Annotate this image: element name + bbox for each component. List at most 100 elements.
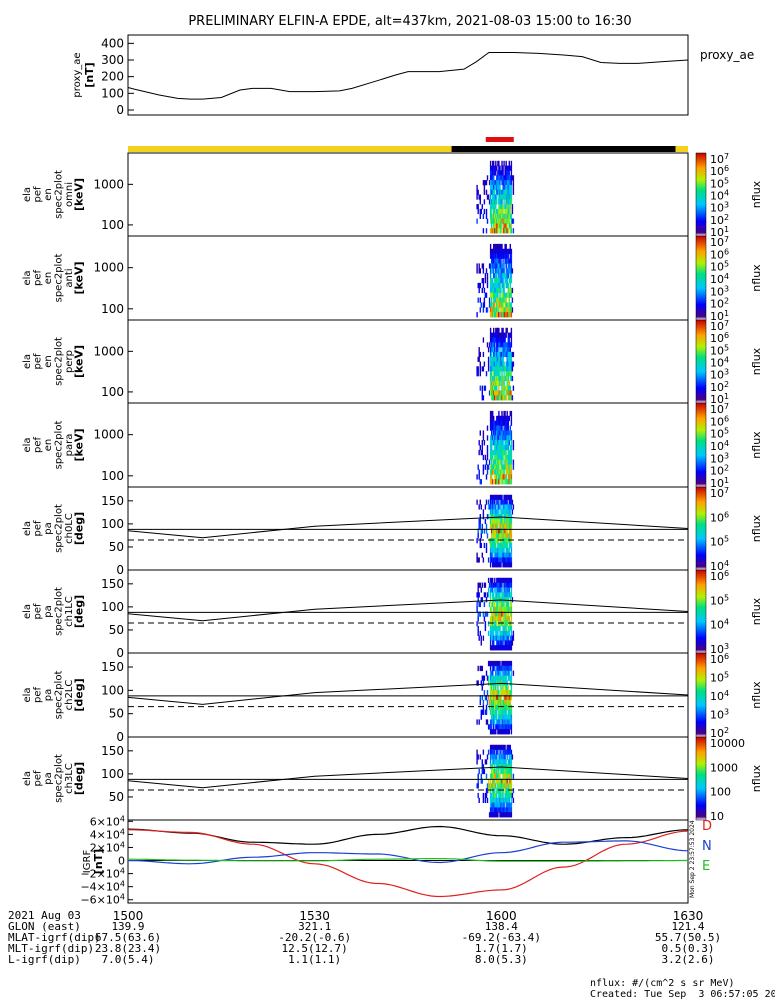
spectrogram-cell	[479, 523, 481, 529]
spectrogram-cell	[510, 459, 513, 465]
spectrogram-cell	[494, 547, 496, 553]
spectrogram-cell	[494, 645, 496, 651]
spectrogram-cell	[503, 630, 505, 636]
spectrogram-cell	[503, 395, 505, 401]
spectrogram-cell	[499, 297, 501, 303]
spectrogram-cell	[499, 538, 501, 544]
spectrogram-cell	[510, 523, 513, 529]
spectrogram-cell	[488, 660, 491, 667]
spectrogram-cell	[503, 754, 505, 760]
spectrogram-cell	[509, 425, 511, 431]
spectrogram-cell	[491, 420, 493, 426]
spectrogram-cell	[497, 248, 499, 255]
spectrogram-cell	[500, 690, 502, 696]
spectrogram-cell	[510, 228, 513, 234]
spectrogram-cell	[506, 547, 508, 553]
x-tick-label: 1500	[113, 909, 144, 923]
spectrogram-cell	[496, 425, 498, 431]
spectrogram-cell	[480, 528, 482, 534]
spectrogram-cell	[506, 165, 508, 171]
spectrogram-cell	[491, 729, 493, 735]
spectrogram-cell	[509, 184, 511, 191]
spectrogram-cell	[495, 562, 497, 568]
spectrogram-cell	[477, 778, 479, 784]
spectrogram-cell	[493, 714, 495, 720]
spectrogram-cell	[500, 307, 502, 313]
spectrogram-cell	[481, 204, 483, 210]
spectrogram-cell	[510, 268, 513, 274]
spectrogram-cell	[493, 504, 495, 510]
spectrogram-cell	[508, 719, 510, 725]
spectrogram-cell	[509, 228, 511, 234]
spectrogram-cell	[508, 307, 510, 313]
spectrogram-cell	[500, 714, 502, 720]
spectrogram-cell	[496, 459, 498, 465]
spectrogram-cell	[507, 395, 509, 401]
spectrogram-cell	[493, 621, 495, 627]
spectrogram-cell	[499, 213, 501, 219]
spectrogram-cell	[494, 704, 496, 711]
spectrogram-cell	[493, 494, 495, 500]
spectrogram-cell	[506, 342, 508, 348]
spectrogram-cell	[507, 768, 509, 775]
spectrogram-cell	[497, 802, 499, 808]
spectrogram-cell	[508, 714, 510, 720]
spectrogram-cell	[493, 695, 495, 701]
spectrogram-cell	[504, 449, 506, 456]
spectrogram-cell	[498, 690, 500, 696]
spectrogram-cell	[479, 479, 481, 485]
spectrogram-cell	[497, 577, 499, 583]
spectrogram-cell	[504, 454, 506, 461]
spectrogram-cell	[501, 180, 503, 186]
spectrogram-cell	[489, 621, 492, 627]
spectrogram-cell	[484, 759, 487, 765]
spectrogram-cell	[495, 390, 497, 396]
spectrogram-cell	[498, 704, 500, 711]
spectrogram-cell	[492, 518, 494, 525]
panel-4: ela pef en spec2plot para[keV]10010001071061…	[22, 402, 763, 490]
spectrogram-cell	[501, 248, 503, 255]
spectrogram-cell	[493, 351, 495, 358]
spectrogram-cell	[499, 562, 501, 568]
spectrogram-cell	[493, 258, 495, 264]
spectrogram-cell	[507, 464, 509, 470]
spectrogram-cell	[501, 754, 503, 760]
spectrogram-cell	[489, 292, 492, 298]
spectrogram-cell	[505, 430, 507, 436]
spectrogram-cell	[510, 504, 513, 510]
spectrogram-cell	[505, 263, 507, 269]
spectrogram-cell	[505, 582, 507, 588]
spectrogram-cell	[509, 783, 511, 789]
spectrogram-cell	[508, 204, 510, 210]
spectrogram-cell	[507, 759, 509, 765]
spectrogram-cell	[492, 504, 494, 510]
spectrogram-cell	[507, 807, 509, 813]
spectrogram-cell	[510, 371, 513, 377]
spectrogram-cell	[506, 538, 508, 544]
spectrogram-cell	[479, 699, 481, 706]
spectrogram-cell	[509, 390, 511, 396]
spectrogram-cell	[504, 337, 506, 343]
spectrogram-cell	[501, 356, 503, 362]
spectrogram-cell	[492, 577, 494, 583]
spectrogram-cell	[494, 223, 496, 229]
spectrogram-cell	[493, 395, 495, 401]
spectrogram-cell	[489, 243, 492, 250]
spectrogram-cell	[483, 297, 486, 303]
spectrogram-cell	[505, 812, 507, 818]
spectrogram-cell	[512, 385, 515, 391]
x-tick-label: 1530	[299, 909, 330, 923]
spectrogram-cell	[506, 213, 508, 219]
spectrogram-cell	[506, 812, 508, 818]
ylabel-1-4: omni	[64, 182, 75, 207]
spectrogram-cell	[508, 504, 510, 510]
spectrogram-cell	[489, 361, 492, 367]
spectrogram-cell	[500, 494, 502, 500]
spectrogram-cell	[504, 675, 506, 681]
spectrogram-cell	[493, 194, 495, 200]
spectrogram-cell	[495, 356, 497, 362]
spectrogram-cell	[508, 562, 510, 568]
spectrogram-cell	[494, 557, 496, 563]
spectrogram-cell	[498, 385, 500, 391]
spectrogram-cell	[504, 625, 506, 632]
